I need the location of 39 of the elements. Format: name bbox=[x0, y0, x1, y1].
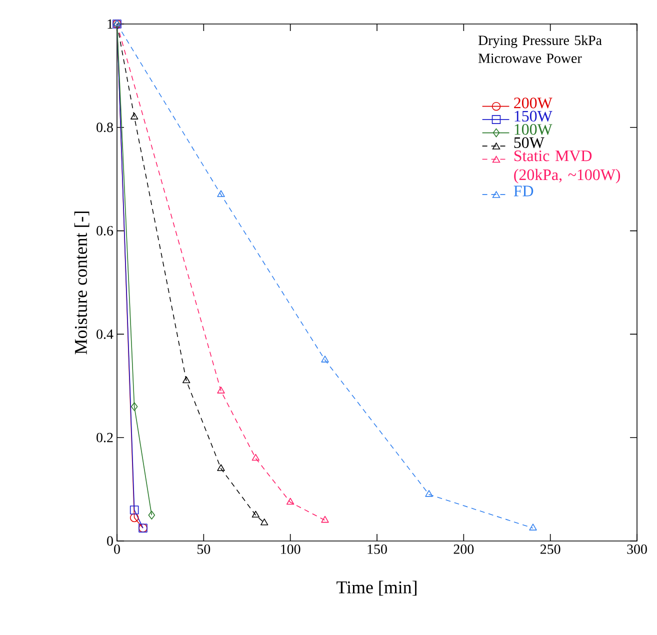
point bbox=[286, 498, 294, 505]
y-tick-label: 0.8 bbox=[96, 122, 113, 132]
y-tick-label: 0 bbox=[107, 536, 113, 546]
point bbox=[130, 402, 138, 411]
y-axis-title: Moisture content [-] bbox=[74, 212, 90, 354]
y-tick-label: 0.6 bbox=[96, 226, 114, 236]
legend-label: 50W bbox=[514, 137, 544, 148]
x-tick-label: 50 bbox=[198, 544, 210, 554]
point bbox=[130, 513, 139, 522]
y-tick-label: 0.4 bbox=[96, 329, 114, 339]
point bbox=[130, 506, 139, 514]
point bbox=[217, 190, 225, 197]
x-tick-label: 250 bbox=[540, 544, 560, 554]
point bbox=[182, 376, 190, 384]
legend-label: 100W bbox=[514, 124, 552, 135]
point bbox=[252, 454, 260, 461]
legend-label: Static MVD (20kPa, ~100W) bbox=[514, 150, 620, 184]
point bbox=[252, 510, 260, 518]
y-tick-label: 1 bbox=[108, 19, 113, 29]
point bbox=[260, 518, 268, 526]
x-tick-label: 150 bbox=[368, 544, 387, 554]
point bbox=[130, 112, 138, 120]
legend-label: 200W bbox=[514, 98, 552, 108]
x-tick-label: 300 bbox=[627, 544, 647, 554]
point bbox=[217, 386, 225, 394]
x-axis-title: Time [min] bbox=[336, 580, 416, 596]
point bbox=[529, 524, 537, 530]
x-tick-label: 100 bbox=[281, 544, 300, 554]
point bbox=[321, 356, 329, 362]
x-tick-label: 0 bbox=[114, 544, 120, 554]
point bbox=[425, 490, 433, 497]
legend-label: FD bbox=[514, 186, 534, 196]
legend-label: 150W bbox=[514, 110, 552, 122]
point bbox=[321, 516, 329, 523]
point bbox=[217, 464, 225, 472]
point bbox=[148, 510, 156, 520]
legend-title: Drying Pressure 5kPa Microwave Power bbox=[478, 35, 602, 64]
y-tick-label: 0.2 bbox=[96, 432, 113, 442]
x-tick-label: 200 bbox=[454, 544, 474, 554]
